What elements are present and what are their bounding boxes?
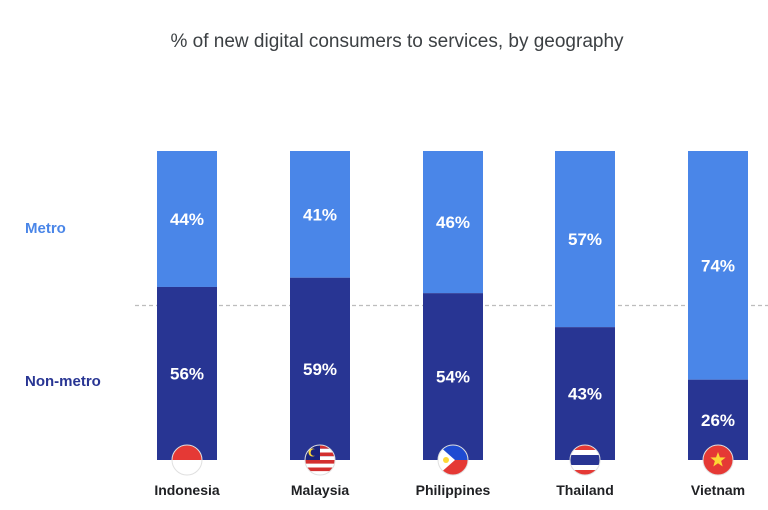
vietnam-flag-icon <box>702 444 734 476</box>
metro-value-label: 41% <box>303 205 337 224</box>
non-metro-bar-segment <box>290 277 350 460</box>
legend-non-metro-label: Non-metro <box>25 373 101 390</box>
bars-group: 44% 56% Indonesia 41% 59% Malaysia 46% 54% Phili… <box>154 151 748 498</box>
metro-bar-segment <box>555 151 615 328</box>
non-metro-bar-segment <box>423 293 483 460</box>
metro-bar-segment <box>423 151 483 294</box>
metro-value-label: 46% <box>436 213 470 232</box>
indonesia-flag-icon <box>171 444 203 476</box>
category-label: Thailand <box>556 482 614 498</box>
non-metro-bar-segment <box>157 286 217 460</box>
non-metro-value-label: 54% <box>436 368 470 387</box>
category-label: Indonesia <box>154 482 220 498</box>
thailand-flag-icon <box>569 444 601 476</box>
metro-bar-segment <box>688 151 748 380</box>
metro-value-label: 44% <box>170 210 204 229</box>
non-metro-bar-segment <box>555 327 615 460</box>
metro-bar-segment <box>157 151 217 287</box>
legend-metro-label: Metro <box>25 220 66 237</box>
malaysia-flag-icon <box>304 444 336 476</box>
category-label: Philippines <box>416 482 491 498</box>
metro-value-label: 57% <box>568 230 602 249</box>
non-metro-value-label: 56% <box>170 364 204 383</box>
non-metro-value-label: 59% <box>303 360 337 379</box>
chart-title: % of new digital consumers to services, … <box>170 31 624 52</box>
non-metro-value-label: 43% <box>568 385 602 404</box>
metro-value-label: 74% <box>701 256 735 275</box>
philippines-flag-icon <box>437 444 469 476</box>
non-metro-value-label: 26% <box>701 411 735 430</box>
category-label: Malaysia <box>291 482 350 498</box>
metro-bar-segment <box>290 151 350 278</box>
category-label: Vietnam <box>691 482 745 498</box>
